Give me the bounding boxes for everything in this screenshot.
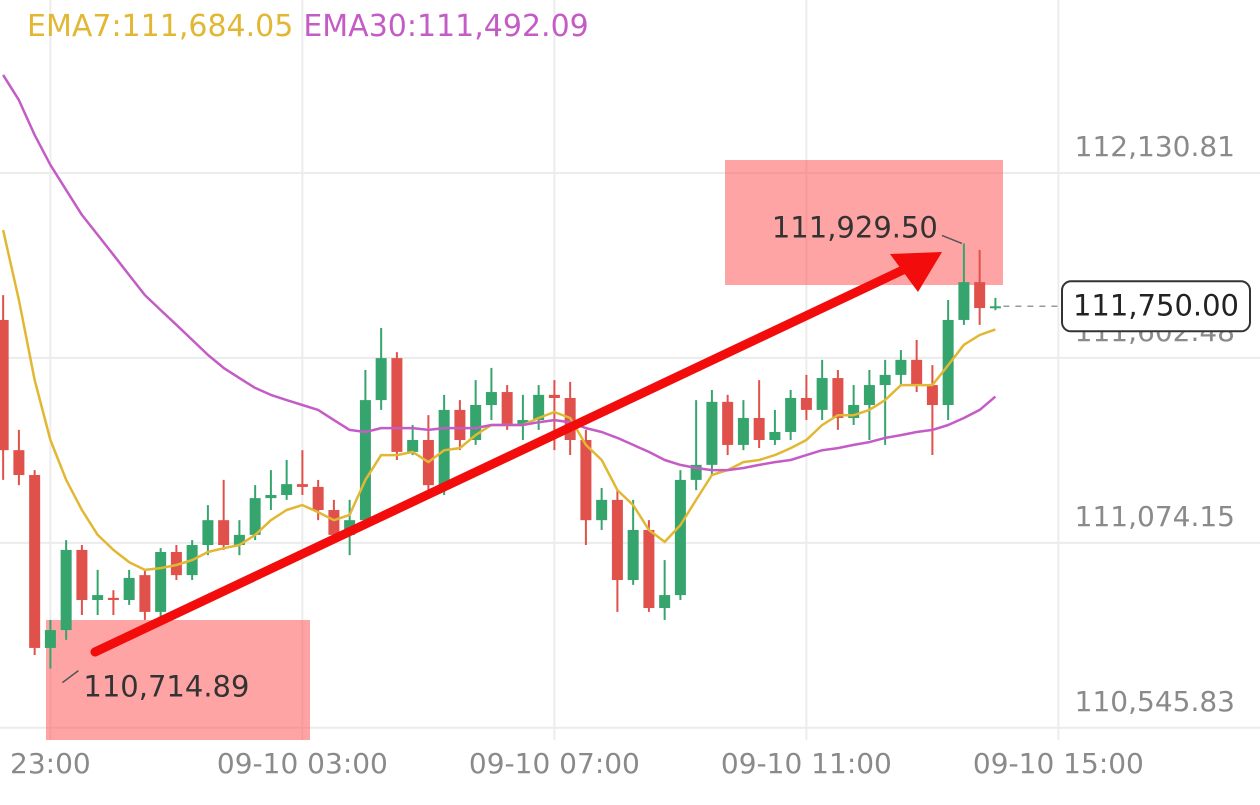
candle-body xyxy=(265,494,277,499)
annotation-label: 111,929.50 xyxy=(772,210,938,244)
candle-body xyxy=(92,595,104,600)
candle-body xyxy=(281,484,293,495)
candle-body xyxy=(391,358,403,452)
annotation-label: 110,714.89 xyxy=(83,670,249,704)
candle-body xyxy=(170,552,182,576)
y-tick-label: 110,545.83 xyxy=(1075,685,1235,718)
candle-body xyxy=(202,520,214,546)
candle-body xyxy=(375,358,387,401)
candle-body xyxy=(60,549,72,631)
candle-body xyxy=(485,392,497,406)
candle-body xyxy=(895,359,907,375)
candle-body xyxy=(800,398,812,410)
y-tick-label: 111,074.15 xyxy=(1075,500,1235,533)
candle-body xyxy=(438,409,450,486)
candle-body xyxy=(989,306,1001,309)
legend: EMA7:111,684.05 EMA30:111,492.09 xyxy=(27,9,589,44)
candle-body xyxy=(769,431,781,441)
candle-body xyxy=(548,394,560,399)
x-tick-label: 23:00 xyxy=(10,747,91,780)
annotation-leader xyxy=(941,234,963,245)
candle-body xyxy=(722,401,734,445)
candle-body xyxy=(470,405,482,441)
x-tick-label: 09-10 11:00 xyxy=(721,747,892,780)
plot xyxy=(0,74,1001,669)
arrow-shaft xyxy=(90,264,910,657)
candle-body xyxy=(13,450,25,476)
candle-body xyxy=(533,394,545,421)
annotation-leader xyxy=(61,670,79,684)
highlight-box xyxy=(46,620,310,740)
candle-body xyxy=(501,392,513,425)
candle-body xyxy=(942,319,954,406)
y-tick-label: 112,130.81 xyxy=(1075,130,1235,163)
candle-body xyxy=(816,378,828,410)
candle-body xyxy=(659,595,671,609)
overlay: 110,545.83111,074.15111,602.48112,130.81… xyxy=(10,130,1251,780)
candle-body xyxy=(848,405,860,418)
candle-body xyxy=(312,486,324,511)
candle-body xyxy=(517,420,529,425)
candle-body xyxy=(139,575,151,612)
candle-body xyxy=(863,385,875,406)
candle-body xyxy=(580,440,592,521)
candle-body xyxy=(753,417,765,441)
candle-body xyxy=(0,319,9,451)
candle-body xyxy=(785,398,797,432)
candle-body xyxy=(926,385,938,406)
trend-arrow xyxy=(90,252,942,657)
candle-body xyxy=(123,577,135,600)
candle-body xyxy=(296,484,308,487)
candle-body xyxy=(627,529,639,581)
candle-body xyxy=(974,282,986,309)
arrow-head xyxy=(890,252,942,292)
candle-body xyxy=(643,529,655,609)
last-price-label: 111,750.00 xyxy=(1073,288,1239,322)
candle-body xyxy=(454,409,466,441)
candle-body xyxy=(155,552,167,612)
highlight-box xyxy=(725,160,1003,285)
candle-body xyxy=(596,499,608,521)
legend-entry: EMA30:111,492.09 xyxy=(303,9,588,44)
x-tick-label: 09-10 03:00 xyxy=(217,747,388,780)
candle-body xyxy=(218,520,230,546)
candle-body xyxy=(706,401,718,465)
candle-body xyxy=(76,549,88,600)
candle-body xyxy=(958,282,970,320)
x-tick-label: 09-10 07:00 xyxy=(469,747,640,780)
last-price-box xyxy=(1061,280,1251,333)
ema-line xyxy=(2,74,997,472)
candle-body xyxy=(690,464,702,480)
candle-body xyxy=(737,417,749,445)
candle-body xyxy=(832,378,844,418)
candle-body xyxy=(29,475,41,648)
x-tick-label: 09-10 15:00 xyxy=(973,747,1144,780)
candle-body xyxy=(911,359,923,386)
candle-body xyxy=(249,498,261,535)
candle-body xyxy=(611,499,623,581)
candle-body xyxy=(328,510,340,535)
candle-body xyxy=(879,374,891,386)
candle-body xyxy=(44,630,56,648)
candle-body xyxy=(674,479,686,596)
candle-body xyxy=(407,440,419,452)
legend-entry: EMA7:111,684.05 xyxy=(27,9,293,44)
candle-body xyxy=(359,400,371,521)
candle-body xyxy=(107,597,119,600)
candle-body xyxy=(233,534,245,546)
